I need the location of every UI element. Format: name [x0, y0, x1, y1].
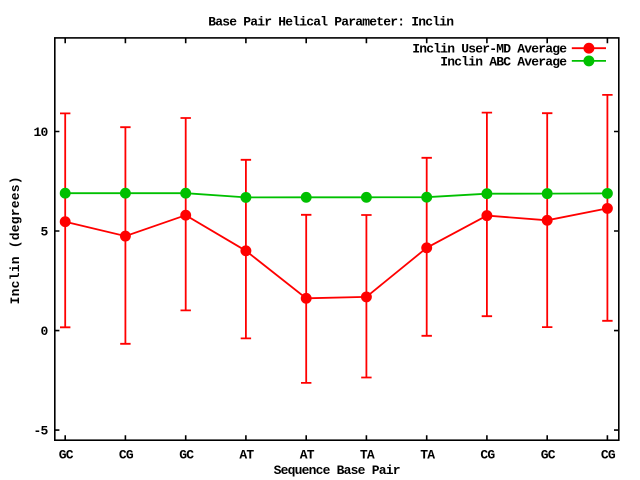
svg-text:Inclin User-MD Average: Inclin User-MD Average: [412, 42, 567, 57]
svg-text:Base Pair Helical Parameter: I: Base Pair Helical Parameter: Inclin: [208, 15, 454, 30]
svg-text:Inclin ABC Average: Inclin ABC Average: [440, 54, 567, 69]
svg-text:GC: GC: [541, 448, 556, 463]
svg-text:Sequence Base Pair: Sequence Base Pair: [274, 463, 400, 478]
svg-text:CG: CG: [480, 448, 495, 463]
svg-text:10: 10: [33, 125, 48, 140]
svg-text:TA: TA: [360, 448, 375, 463]
svg-text:CG: CG: [119, 448, 134, 463]
svg-text:-5: -5: [33, 424, 48, 439]
svg-text:GC: GC: [59, 448, 74, 463]
svg-text:5: 5: [40, 225, 48, 240]
svg-text:CG: CG: [601, 448, 616, 463]
svg-text:Inclin (degrees): Inclin (degrees): [8, 176, 23, 304]
svg-text:GC: GC: [179, 448, 194, 463]
svg-text:0: 0: [40, 324, 48, 339]
svg-text:AT: AT: [239, 448, 254, 463]
svg-text:TA: TA: [420, 448, 435, 463]
svg-text:AT: AT: [300, 448, 315, 463]
